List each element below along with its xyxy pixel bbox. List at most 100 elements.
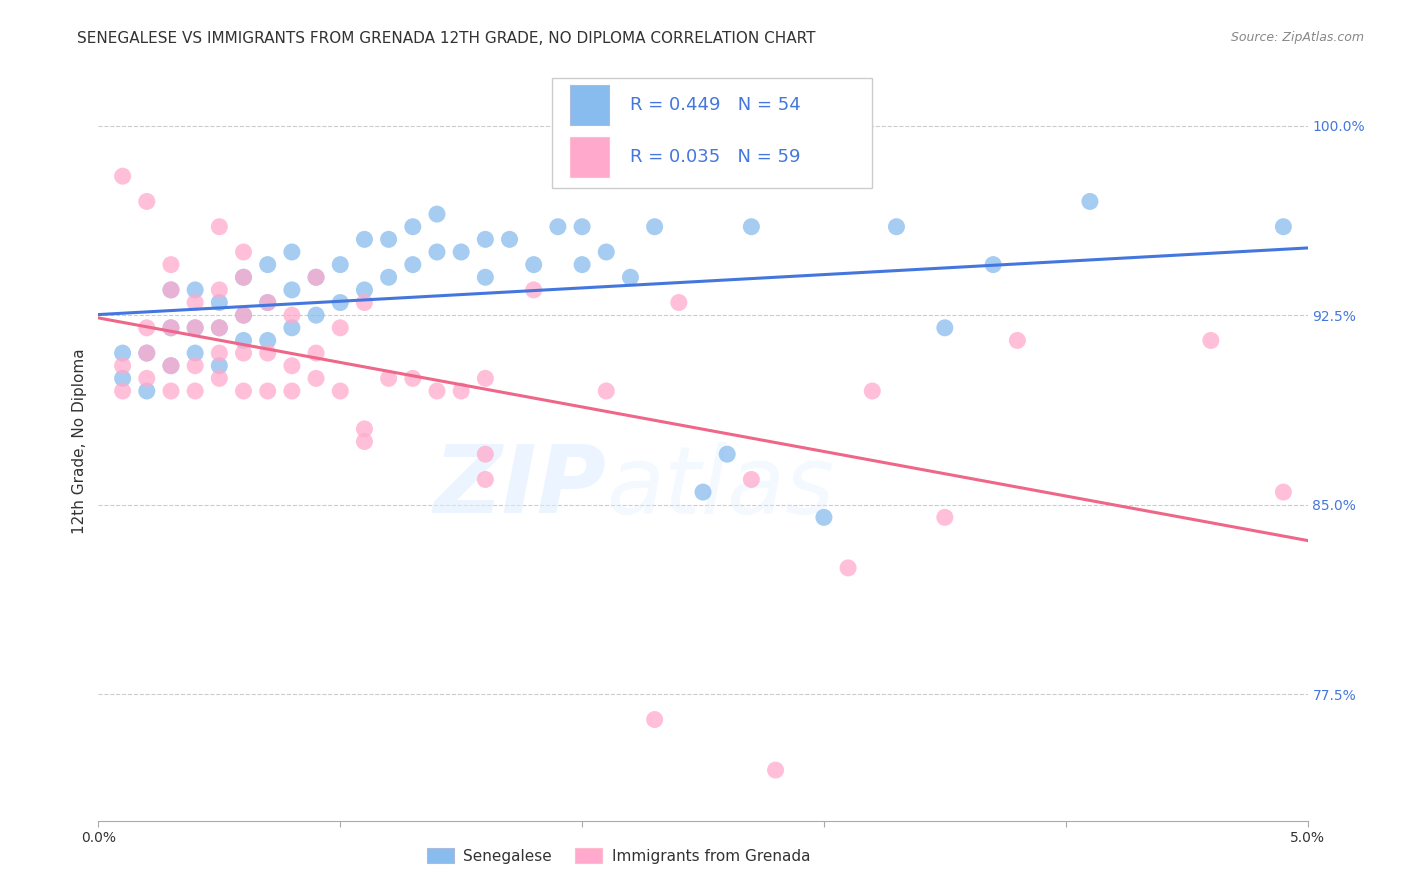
Point [232, 244, 254, 259]
Point [644, 713, 666, 727]
Point [402, 371, 425, 385]
Point [208, 295, 231, 310]
Point [135, 194, 157, 209]
Point [740, 219, 762, 234]
Point [595, 244, 617, 259]
Point [135, 384, 157, 398]
Point [329, 384, 352, 398]
Point [232, 270, 254, 285]
Point [256, 295, 278, 310]
Point [426, 244, 449, 259]
Point [523, 283, 546, 297]
Point [934, 510, 956, 524]
Point [232, 308, 254, 322]
Point [256, 258, 278, 272]
Point [184, 359, 207, 373]
Point [474, 473, 496, 487]
Point [184, 283, 207, 297]
Point [1272, 219, 1295, 234]
Point [934, 320, 956, 334]
Y-axis label: 12th Grade, No Diploma: 12th Grade, No Diploma [72, 349, 87, 534]
Point [184, 384, 207, 398]
Point [160, 320, 183, 334]
Point [402, 258, 425, 272]
Point [135, 346, 157, 360]
Point [256, 346, 278, 360]
Text: ZIP: ZIP [433, 441, 606, 533]
Point [716, 447, 738, 461]
Point [619, 270, 641, 285]
Point [474, 232, 496, 246]
Point [571, 258, 593, 272]
Point [474, 270, 496, 285]
Point [111, 169, 134, 183]
Point [305, 308, 328, 322]
Point [160, 320, 183, 334]
Point [305, 270, 328, 285]
Point [692, 485, 714, 500]
Point [184, 320, 207, 334]
Point [305, 371, 328, 385]
Point [184, 320, 207, 334]
Point [208, 346, 231, 360]
Point [281, 244, 304, 259]
Point [232, 270, 254, 285]
Point [160, 359, 183, 373]
Point [160, 384, 183, 398]
Point [135, 320, 157, 334]
Point [256, 384, 278, 398]
Point [329, 295, 352, 310]
Point [813, 510, 835, 524]
Point [595, 384, 617, 398]
Point [256, 295, 278, 310]
Point [232, 334, 254, 348]
Point [232, 346, 254, 360]
Point [1272, 485, 1295, 500]
Point [208, 320, 231, 334]
Point [281, 320, 304, 334]
Point [377, 371, 399, 385]
Point [474, 447, 496, 461]
Point [1078, 194, 1101, 209]
Point [111, 346, 134, 360]
Bar [569, 86, 609, 125]
Point [184, 295, 207, 310]
Point [523, 258, 546, 272]
Point [111, 384, 134, 398]
Point [111, 359, 134, 373]
Text: Source: ZipAtlas.com: Source: ZipAtlas.com [1230, 31, 1364, 45]
Point [377, 232, 399, 246]
Text: R = 0.035   N = 59: R = 0.035 N = 59 [630, 148, 801, 166]
Point [981, 258, 1004, 272]
Point [135, 371, 157, 385]
Point [450, 384, 472, 398]
Point [547, 219, 569, 234]
FancyBboxPatch shape [551, 78, 872, 187]
Point [305, 270, 328, 285]
Point [353, 422, 375, 436]
Point [860, 384, 883, 398]
Point [232, 308, 254, 322]
Point [208, 219, 231, 234]
Point [765, 763, 787, 777]
Point [160, 283, 183, 297]
Point [474, 371, 496, 385]
Bar [569, 137, 609, 177]
Point [329, 258, 352, 272]
Point [353, 232, 375, 246]
Point [256, 334, 278, 348]
Point [329, 320, 352, 334]
Point [426, 384, 449, 398]
Point [281, 359, 304, 373]
Point [232, 384, 254, 398]
Point [353, 283, 375, 297]
Point [571, 219, 593, 234]
Point [353, 295, 375, 310]
Point [1007, 334, 1029, 348]
Point [160, 258, 183, 272]
Point [837, 561, 859, 575]
Point [281, 308, 304, 322]
Point [1199, 334, 1222, 348]
Point [450, 244, 472, 259]
Point [886, 219, 908, 234]
